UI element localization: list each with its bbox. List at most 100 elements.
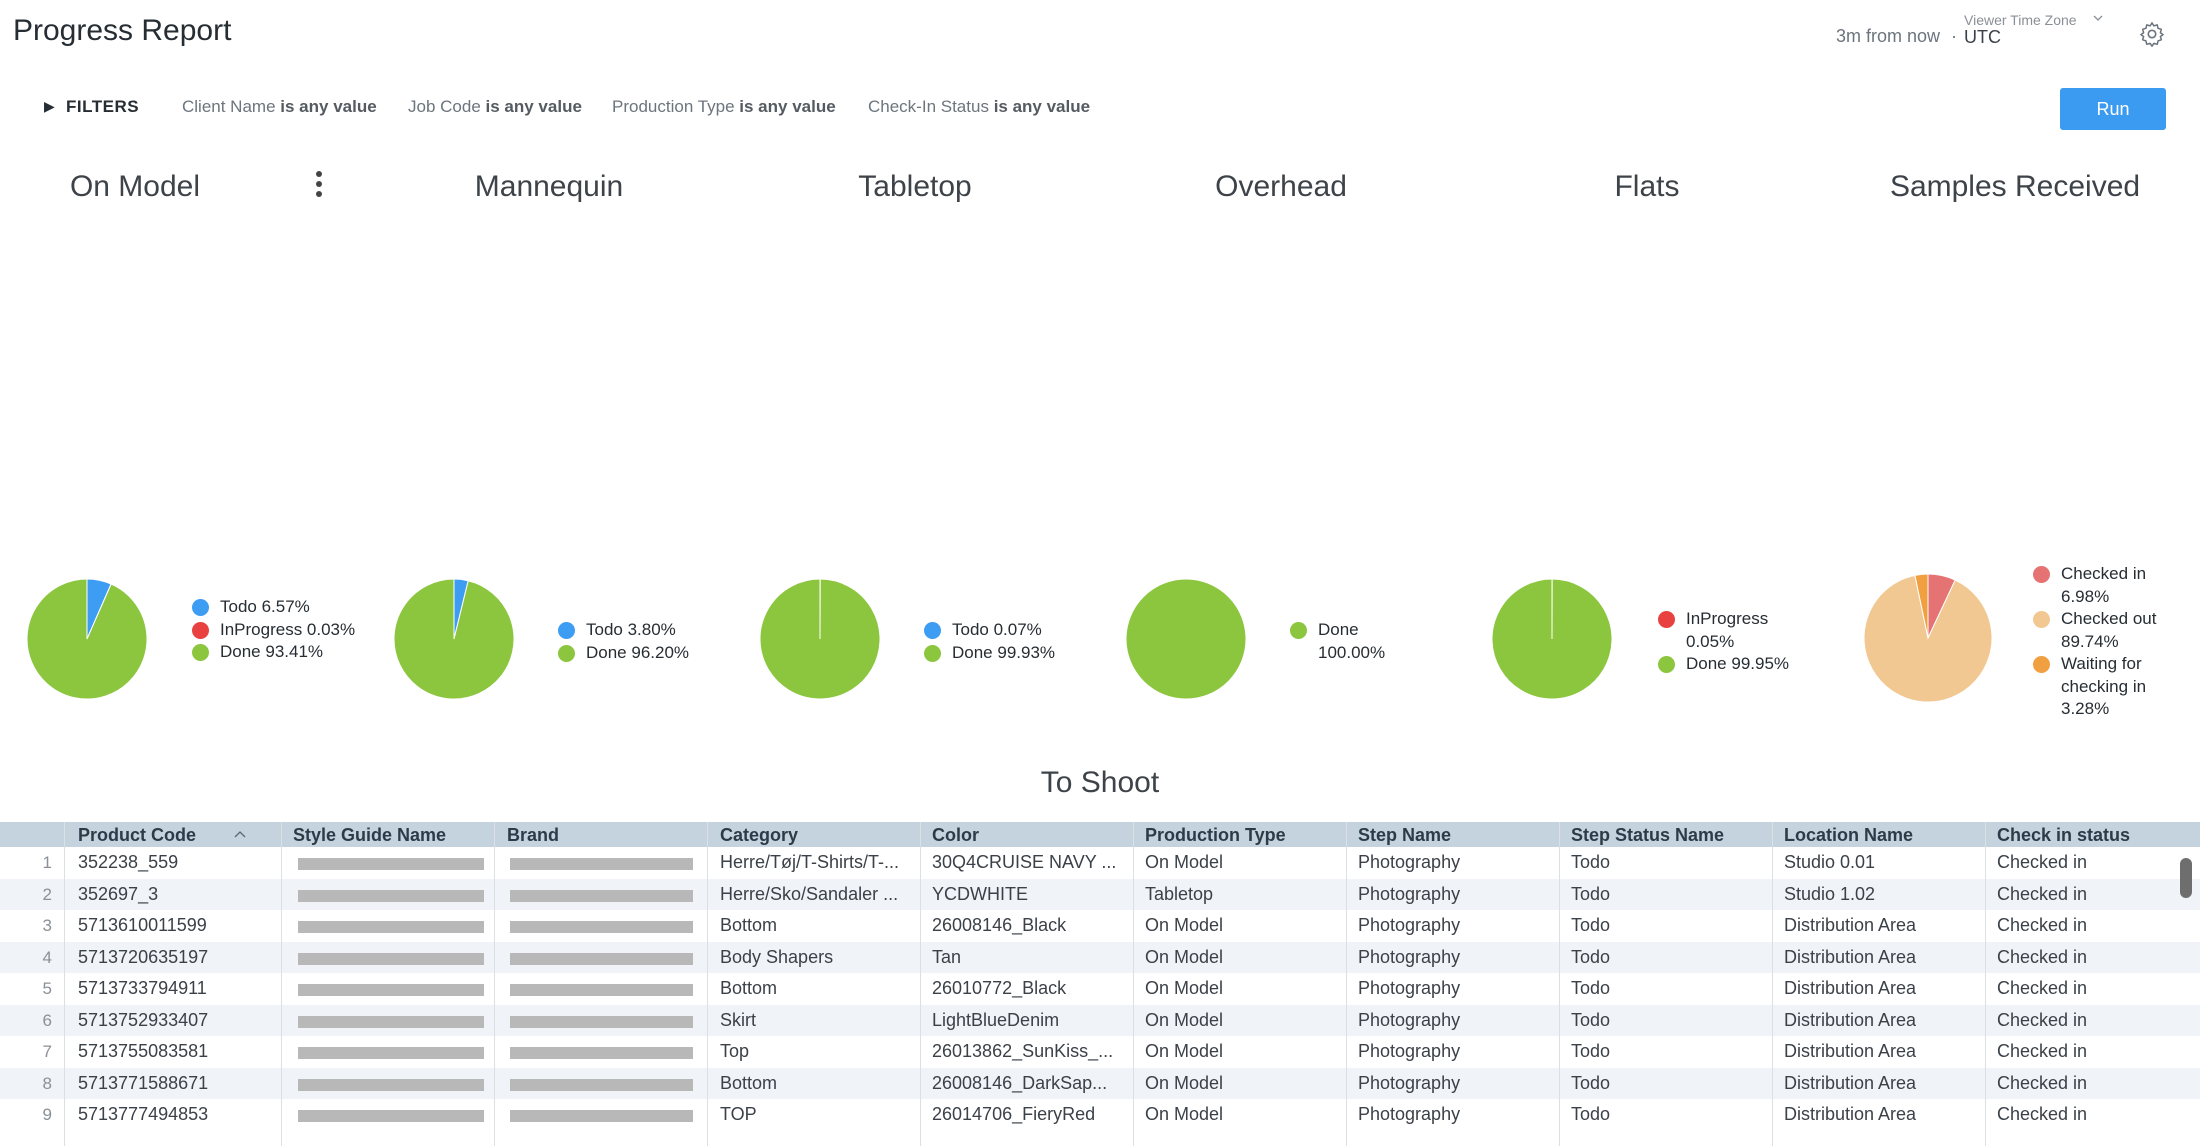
column-header-location-name[interactable]: Location Name bbox=[1784, 825, 1914, 845]
redacted-value bbox=[510, 889, 693, 902]
row-number: 8 bbox=[42, 1073, 52, 1093]
legend-item[interactable]: Todo 3.80% bbox=[558, 619, 689, 642]
cell-status: Todo bbox=[1571, 978, 1611, 998]
cell-color: 26013862_SunKiss_... bbox=[932, 1041, 1114, 1061]
cell-location: Distribution Area bbox=[1784, 915, 1917, 935]
legend-swatch bbox=[2033, 656, 2050, 673]
column-header-color[interactable]: Color bbox=[932, 825, 979, 845]
row-number: 9 bbox=[42, 1105, 52, 1124]
pie-slice-done[interactable] bbox=[1125, 578, 1247, 700]
filter-client-name[interactable]: Client Name is any value bbox=[182, 97, 377, 117]
cell-step: Photography bbox=[1358, 1041, 1461, 1061]
cell-category: TOP bbox=[720, 1104, 757, 1124]
legend-label: Todo 3.80% bbox=[586, 620, 676, 639]
filter-job-code[interactable]: Job Code is any value bbox=[408, 97, 582, 117]
pie-slice-done[interactable] bbox=[759, 578, 881, 700]
timezone-label[interactable]: Viewer Time Zone bbox=[1964, 12, 2077, 28]
legend-label: Checked in 6.98% bbox=[2061, 564, 2147, 606]
gear-icon[interactable] bbox=[2138, 20, 2166, 48]
chevron-down-icon[interactable] bbox=[2092, 12, 2104, 27]
table-row[interactable]: 9 5713777494853 TOP 26014706_FieryRed On Mod… bbox=[0, 1099, 2200, 1131]
row-number: 5 bbox=[42, 979, 52, 998]
column-header-category[interactable]: Category bbox=[720, 825, 799, 845]
redacted-value bbox=[510, 921, 693, 933]
column-header-product-code[interactable]: Product Code bbox=[78, 825, 197, 845]
filter-field: Client Name bbox=[182, 97, 276, 116]
filter-check-in-status[interactable]: Check-In Status is any value bbox=[868, 97, 1090, 117]
vertical-scrollbar[interactable] bbox=[2180, 858, 2192, 898]
pie-slice-waiting-for-checking-in[interactable] bbox=[1914, 573, 1929, 639]
table-row[interactable]: 8 5713771588671 Bottom 26008146_DarkSap... O… bbox=[0, 1067, 2200, 1099]
cell-category: Bottom bbox=[720, 915, 778, 935]
column-header-step-name[interactable]: Step Name bbox=[1358, 825, 1452, 845]
column-header-brand[interactable]: Brand bbox=[507, 825, 560, 845]
table-row[interactable]: 7 5713755083581 Top 26013862_SunKiss_... On … bbox=[0, 1036, 2200, 1068]
legend-item[interactable]: Done 100.00% bbox=[1290, 619, 1400, 664]
legend-item[interactable]: Checked in 6.98% bbox=[2033, 563, 2163, 608]
cell-ptype: On Model bbox=[1145, 1009, 1224, 1030]
filters-toggle[interactable]: FILTERS bbox=[66, 97, 140, 116]
cell-step: Photography bbox=[1358, 946, 1461, 967]
table-row[interactable]: 2 352697_3 Herre/Sko/Sandaler ... YCDWHITE T… bbox=[0, 878, 2200, 910]
pie-slice-done[interactable] bbox=[393, 578, 515, 700]
cell-location: Distribution Area bbox=[1784, 1009, 1917, 1030]
table-row[interactable]: 3 5713610011599 Bottom 26008146_Black On Mod… bbox=[0, 910, 2200, 942]
sort-ascending-icon[interactable] bbox=[233, 827, 247, 843]
tile-flats: Flats InProgress 0.05% Done 99.95% bbox=[1464, 160, 1830, 700]
column-divider bbox=[1772, 822, 1773, 1146]
legend-label: Done 99.95% bbox=[1686, 654, 1790, 673]
to-shoot-table: Product Code Style Guide Name Brand Cate… bbox=[0, 822, 2200, 1146]
legend-item[interactable]: InProgress 0.05% bbox=[1658, 608, 1808, 653]
table-row[interactable]: 5 5713733794911 Bottom 26010772_Black On Mod… bbox=[0, 973, 2200, 1005]
filter-condition: is any value bbox=[739, 97, 836, 116]
legend-swatch bbox=[192, 644, 209, 661]
caret-right-icon[interactable]: ▶ bbox=[44, 98, 55, 114]
legend-item[interactable]: Done 99.93% bbox=[924, 642, 1055, 665]
cell-code: 5713720635197 bbox=[78, 946, 209, 967]
cell-code: 352697_3 bbox=[78, 883, 159, 904]
column-header-style-guide-name[interactable]: Style Guide Name bbox=[293, 825, 447, 845]
legend-item[interactable]: Done 93.41% bbox=[192, 641, 355, 664]
legend-item[interactable]: Todo 0.07% bbox=[924, 619, 1055, 642]
redacted-value bbox=[510, 858, 693, 870]
cell-status: Todo bbox=[1571, 1009, 1611, 1030]
legend-item[interactable]: Checked out 89.74% bbox=[2033, 608, 2163, 653]
cell-color: 26008146_Black bbox=[932, 915, 1067, 935]
pie-slice-done[interactable] bbox=[1491, 578, 1613, 700]
tile-title: On Model bbox=[69, 170, 201, 203]
filter-condition: is any value bbox=[485, 97, 582, 116]
cell-location: Distribution Area bbox=[1784, 1104, 1917, 1124]
column-divider bbox=[64, 822, 65, 1146]
cell-color: LightBlueDenim bbox=[932, 1009, 1060, 1030]
cell-category: Herre/Tøj/T-Shirts/T-... bbox=[720, 852, 900, 872]
column-divider bbox=[1133, 822, 1134, 1146]
cell-code: 5713752933407 bbox=[78, 1009, 209, 1030]
cell-code: 5713771588671 bbox=[78, 1072, 209, 1093]
table-title: To Shoot bbox=[1040, 766, 1160, 799]
filter-production-type[interactable]: Production Type is any value bbox=[612, 97, 836, 117]
tile-overhead: Overhead Done 100.00% bbox=[1098, 160, 1464, 700]
timezone-value[interactable]: UTC bbox=[1964, 27, 2001, 47]
chart-legend: Todo 6.57% InProgress 0.03% Done 93.41% bbox=[192, 596, 355, 664]
column-header-check-in-status[interactable]: Check in status bbox=[1997, 825, 2131, 845]
cell-category: Herre/Sko/Sandaler ... bbox=[720, 883, 899, 904]
column-header-step-status-name[interactable]: Step Status Name bbox=[1571, 825, 1725, 845]
legend-item[interactable]: Todo 6.57% bbox=[192, 596, 355, 619]
cell-status: Todo bbox=[1571, 852, 1611, 872]
legend-item[interactable]: Waiting for checking in 3.28% bbox=[2033, 653, 2163, 721]
cell-ptype: On Model bbox=[1145, 915, 1224, 935]
table-row[interactable]: 4 5713720635197 Body Shapers Tan On Model Pho… bbox=[0, 941, 2200, 973]
page-title: Progress Report bbox=[13, 14, 232, 47]
table-row[interactable]: 6 5713752933407 Skirt LightBlueDenim On Mode… bbox=[0, 1004, 2200, 1036]
redacted-value bbox=[298, 984, 484, 996]
run-button[interactable]: Run bbox=[2060, 88, 2166, 130]
tile-title: Tabletop bbox=[858, 170, 972, 203]
legend-item[interactable]: InProgress 0.03% bbox=[192, 619, 355, 642]
table-row[interactable]: 1 352238_559 Herre/Tøj/T-Shirts/T-... 30Q4C… bbox=[0, 847, 2200, 879]
legend-label: Checked out 89.74% bbox=[2061, 609, 2157, 651]
pie-slice-done[interactable] bbox=[26, 578, 148, 700]
column-header-production-type[interactable]: Production Type bbox=[1145, 825, 1286, 845]
legend-item[interactable]: Done 96.20% bbox=[558, 642, 689, 665]
legend-item[interactable]: Done 99.95% bbox=[1658, 653, 1808, 676]
pie-slice-checked-out[interactable] bbox=[1863, 574, 1993, 703]
